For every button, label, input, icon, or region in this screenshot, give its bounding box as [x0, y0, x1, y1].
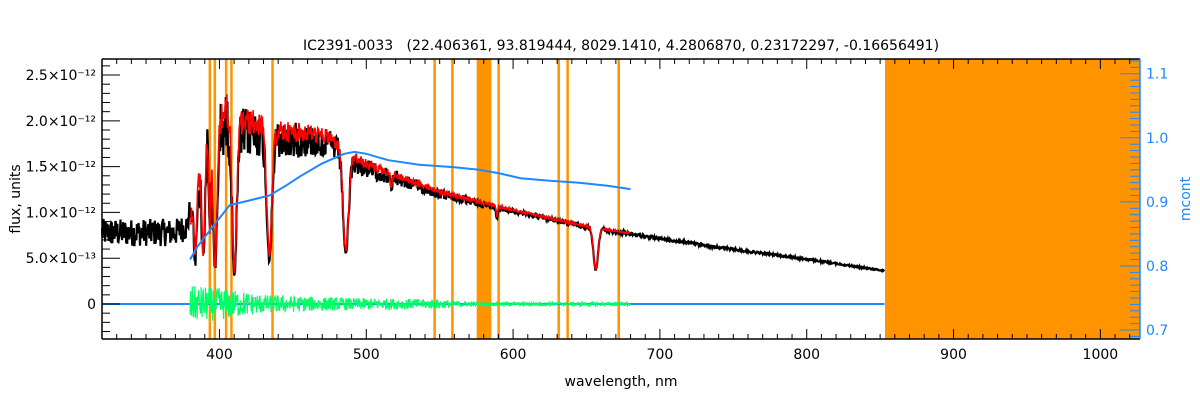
x-tick-label: 500 [353, 347, 380, 363]
mask-region [497, 59, 500, 339]
mask-region [213, 59, 217, 339]
x-tick-label: 400 [206, 347, 233, 363]
mask-region [566, 59, 569, 339]
mask-region [224, 59, 228, 339]
y2-tick-label: 1.0 [1146, 131, 1168, 147]
x-tick-label: 900 [940, 347, 967, 363]
x-tick-label: 700 [647, 347, 674, 363]
y-tick-label: 2.5×10⁻¹² [26, 68, 96, 84]
y2-tick-label: 0.8 [1146, 259, 1168, 275]
y-tick-label: 1.0×10⁻¹² [26, 205, 96, 221]
chart-title: IC2391-0033 (22.406361, 93.819444, 8029.… [303, 38, 939, 54]
mask-regions [208, 59, 1140, 339]
y2-tick-label: 0.7 [1146, 323, 1168, 339]
y2-axis-label: mcont [1178, 176, 1194, 221]
y-axis-label: flux, units [8, 164, 24, 233]
residual-line [189, 286, 631, 321]
y2-tick-label: 1.1 [1146, 67, 1168, 83]
axes: 400 500 600 700 800 900 1000 0 5.0×10⁻¹³ 1.0×10⁻¹… [26, 58, 1168, 363]
mcont-line [189, 150, 631, 260]
x-tick-label: 800 [793, 347, 820, 363]
y-tick-label: 5.0×10⁻¹³ [26, 251, 96, 267]
mask-region [557, 59, 560, 339]
x-axis-label: wavelength, nm [565, 374, 678, 390]
y-tick-label: 2.0×10⁻¹² [26, 114, 96, 130]
y2-tick-label: 0.9 [1146, 195, 1168, 211]
mask-region [433, 59, 436, 339]
mask-region [617, 59, 620, 339]
model-flux-line [189, 94, 631, 274]
y-tick-label: 0 [87, 297, 96, 313]
mask-region [476, 59, 492, 339]
y-tick-label: 1.5×10⁻¹² [26, 160, 96, 176]
mask-region [884, 59, 1140, 339]
x-tick-label: 1000 [1083, 347, 1119, 363]
x-tick-label: 600 [500, 347, 527, 363]
series-group [100, 94, 886, 321]
